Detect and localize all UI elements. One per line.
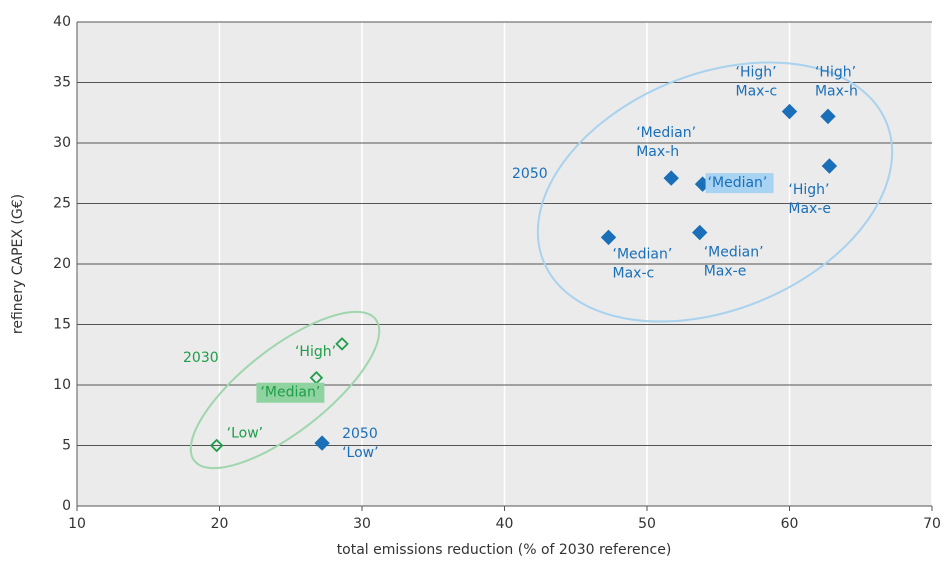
x-tick-label: 10: [68, 516, 86, 532]
point: [781, 103, 798, 120]
point-label: Max-c: [613, 265, 655, 281]
point: [663, 170, 679, 186]
x-axis-label: total emissions reduction (% of 2030 ref…: [337, 542, 672, 558]
series-label: 2030: [183, 350, 219, 366]
x-tick-label: 40: [496, 516, 514, 532]
point-label: ‘Median’: [708, 175, 768, 191]
x-tick-label: 60: [781, 516, 799, 532]
point-label: Max-h: [815, 83, 858, 99]
point: [821, 158, 838, 174]
point: [600, 229, 617, 246]
x-tick-label: 70: [923, 516, 941, 532]
point-label: 2050: [342, 426, 378, 442]
point-label: ‘Low’: [227, 426, 263, 442]
y-tick-label: 0: [62, 498, 71, 514]
point: [692, 224, 708, 241]
y-tick-label: 35: [53, 75, 71, 91]
point-label: Max-e: [788, 201, 831, 217]
ellipse-2030: [189, 310, 381, 470]
point: [820, 108, 836, 125]
point-label: Max-c: [736, 84, 778, 100]
y-tick-label: 5: [62, 438, 71, 454]
point-label: ‘Low’: [342, 445, 378, 461]
y-tick-label: 30: [53, 135, 71, 151]
point-label: ‘High’: [295, 344, 336, 360]
y-tick-label: 15: [53, 317, 71, 333]
point: [314, 435, 330, 451]
point-label: ‘Median’: [613, 246, 673, 262]
x-tick-label: 30: [353, 516, 371, 532]
point-label: ‘High’: [788, 182, 829, 198]
y-tick-label: 25: [53, 196, 71, 212]
point: [209, 438, 224, 453]
x-tick-label: 20: [211, 516, 229, 532]
y-axis-label: refinery CAPEX (G€): [10, 194, 26, 334]
point-label: Max-h: [636, 144, 679, 160]
series-label: 2050: [512, 166, 548, 182]
point-label: Max-e: [704, 264, 747, 280]
y-tick-label: 10: [53, 377, 71, 393]
y-tick-label: 20: [53, 256, 71, 272]
point-label: ‘Median’: [704, 245, 764, 261]
y-tick-label: 40: [53, 14, 71, 30]
point-label: ‘Median’: [260, 385, 320, 401]
point-label: ‘High’: [815, 64, 856, 80]
x-tick-label: 50: [638, 516, 656, 532]
label-box: [705, 173, 774, 194]
ellipse-2050: [536, 61, 894, 323]
point: [335, 337, 349, 351]
point-label: ‘Median’: [636, 125, 696, 141]
point-label: ‘High’: [736, 65, 777, 81]
label-box: [256, 382, 325, 403]
